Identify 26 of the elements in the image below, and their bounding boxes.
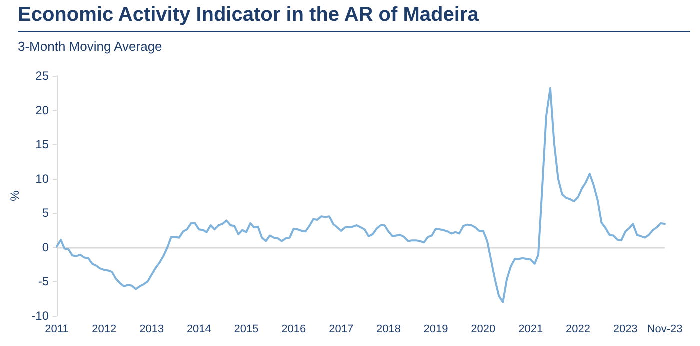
x-tick-label: 2018 [376, 324, 401, 336]
y-tick-label: 10 [36, 172, 50, 186]
x-tick-label: 2019 [424, 324, 448, 336]
y-tick-label: 15 [36, 138, 50, 152]
y-tick-label: -5 [38, 274, 50, 289]
y-tick-label: 20 [36, 103, 50, 118]
x-tick-label: 2015 [234, 324, 259, 336]
chart-subtitle: 3-Month Moving Average [18, 39, 162, 54]
y-axis-title: % [8, 190, 22, 202]
x-tick-label: 2021 [518, 324, 544, 336]
y-tick-label: 5 [42, 206, 50, 220]
y-tick-label: 25 [36, 69, 50, 83]
x-tick-label: Nov-23 [647, 324, 683, 336]
y-tick-label: -10 [32, 309, 50, 323]
line-series [56, 87, 666, 304]
chart-title: Economic Activity Indicator in the AR of Madeira [18, 4, 690, 32]
x-tick-label: 2014 [186, 324, 212, 336]
x-tick-label: 2023 [613, 324, 638, 336]
x-tick-label: 2016 [282, 324, 306, 336]
y-tick-label: 0 [42, 240, 50, 254]
x-tick-label: 2017 [329, 324, 354, 336]
x-tick-label: 2020 [471, 324, 496, 336]
x-tick-label: 2012 [92, 324, 117, 336]
x-tick-label: 2022 [566, 324, 590, 336]
x-tick-label: 2013 [140, 324, 164, 336]
x-tick-label: 2011 [45, 324, 69, 336]
